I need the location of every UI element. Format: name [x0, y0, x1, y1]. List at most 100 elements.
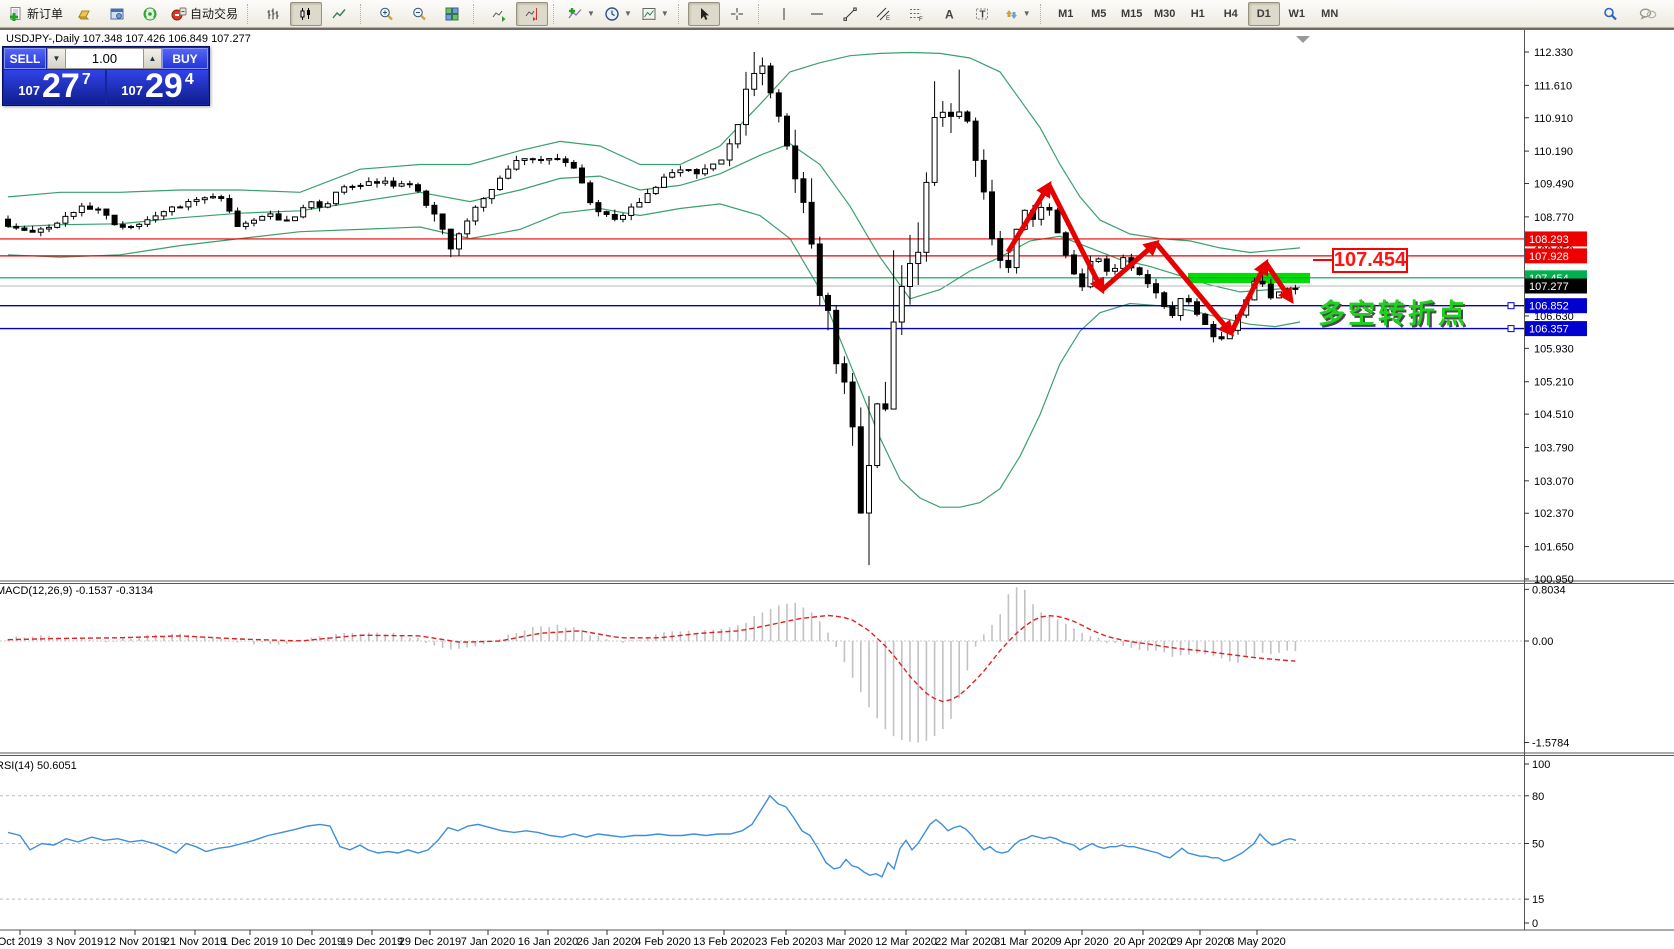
chart-window: 112.330 111.610 110.910 110.190 109.490 108.7…: [0, 28, 1674, 949]
indicators-button[interactable]: ▼: [563, 2, 599, 26]
toolbar-separator: [553, 3, 558, 24]
periods-dropdown-caret: ▼: [623, 9, 632, 18]
trend-arrow[interactable]: [1263, 261, 1294, 304]
equidistant-channel-button[interactable]: E: [867, 2, 899, 26]
text-label-icon: T: [975, 8, 988, 20]
svg-text:E: E: [886, 16, 890, 22]
timeframe-w1-button[interactable]: W1: [1281, 2, 1313, 26]
trend-arrow[interactable]: [1046, 183, 1105, 295]
chat-button[interactable]: [1632, 2, 1664, 26]
svg-text:110.190: 110.190: [1534, 146, 1573, 158]
text-a-icon: A: [945, 7, 954, 21]
svg-text:0.8034: 0.8034: [1532, 584, 1566, 596]
templates-button[interactable]: ▼: [637, 2, 673, 26]
sell-price-big: 27: [41, 67, 80, 105]
svg-text:16 Jan 2020: 16 Jan 2020: [518, 936, 579, 948]
line-handle[interactable]: [1507, 325, 1515, 333]
timeframe-m30-button[interactable]: M30: [1149, 2, 1181, 26]
timeframe-h1-button[interactable]: H1: [1182, 2, 1214, 26]
candlestick-chart-button[interactable]: [290, 1, 323, 26]
timeframe-label: H4: [1223, 7, 1238, 20]
chart-title: USDJPY-,Daily 107.348 107.426 106.849 10…: [6, 33, 251, 45]
sell-button[interactable]: SELL: [4, 48, 46, 69]
svg-text:111.610: 111.610: [1534, 80, 1572, 92]
clock-icon: [605, 6, 619, 21]
buy-price-sup: 4: [184, 71, 194, 88]
volume-control: ▼ 1.00 ▲: [47, 48, 162, 69]
new-order-button[interactable]: 新订单: [4, 2, 67, 26]
trend-arrow[interactable]: [1228, 258, 1269, 335]
trendline-icon: [843, 7, 857, 21]
profiles-button[interactable]: [68, 2, 100, 26]
autotrading-button[interactable]: 自动交易: [167, 2, 242, 26]
trendline-button[interactable]: [834, 2, 866, 26]
toolbar-separator: [247, 3, 252, 24]
text-label-button[interactable]: T: [966, 2, 998, 26]
autotrading-label: 自动交易: [190, 7, 239, 21]
volume-increase-button[interactable]: ▲: [143, 48, 162, 69]
tile-windows-button[interactable]: [436, 2, 468, 26]
timeframe-m5-button[interactable]: M5: [1083, 2, 1115, 26]
timeframe-m1-button[interactable]: M1: [1050, 2, 1082, 26]
timeframe-label: D1: [1256, 7, 1271, 20]
line-handle[interactable]: [1507, 302, 1515, 310]
vertical-line-button[interactable]: [768, 2, 800, 26]
rsi-line: [7, 794, 1297, 878]
svg-text:8 May 2020: 8 May 2020: [1228, 936, 1285, 948]
buy-price-panel[interactable]: 107 29 4: [107, 69, 208, 104]
chart-shift-button[interactable]: [516, 1, 549, 26]
signals-button[interactable]: [134, 2, 166, 26]
timeframe-m15-button[interactable]: M15: [1116, 2, 1148, 26]
fibonacci-button[interactable]: F: [900, 2, 932, 26]
svg-text:106.852: 106.852: [1529, 301, 1569, 313]
svg-text:21 Nov 2019: 21 Nov 2019: [164, 936, 226, 948]
svg-text:20 Apr 2020: 20 Apr 2020: [1113, 936, 1172, 948]
chart-shift-marker[interactable]: [1296, 36, 1310, 43]
cursor-button[interactable]: [687, 1, 720, 26]
trend-arrow[interactable]: [1005, 180, 1052, 254]
chat-icon: [1639, 8, 1657, 20]
zoom-in-button[interactable]: [370, 2, 402, 26]
search-button[interactable]: [1594, 2, 1626, 26]
line-chart-button[interactable]: [323, 2, 355, 26]
bar-chart-button[interactable]: [257, 2, 289, 26]
toolbar-right-group: [1594, 2, 1670, 26]
bollinger-lower-band: [7, 203, 1301, 508]
one-click-trading-widget: SELL ▼ 1.00 ▲ BUY 107 27 7 107 29 4: [2, 46, 210, 106]
main-toolbar: 新订单 自动交易 ▼ ▼: [0, 0, 1674, 28]
svg-text:29 Apr 2020: 29 Apr 2020: [1170, 936, 1229, 948]
sell-price-sup: 7: [81, 71, 91, 88]
trend-arrow[interactable]: [1154, 241, 1235, 337]
svg-text:108.770: 108.770: [1534, 212, 1574, 224]
svg-text:100.950: 100.950: [1534, 574, 1574, 586]
horizontal-line-icon: [810, 13, 823, 14]
volume-input[interactable]: 1.00: [66, 48, 143, 69]
zoom-out-button[interactable]: [403, 2, 435, 26]
toolbar-separator: [677, 3, 683, 24]
macd-indicator-label: MACD(12,26,9) -0.1537 -0.3134: [0, 585, 154, 597]
indicators-dropdown-caret: ▼: [587, 9, 595, 18]
price-chart-canvas[interactable]: 112.330 111.610 110.910 110.190 109.490 108.7…: [0, 30, 1674, 949]
text-button[interactable]: A: [933, 2, 965, 26]
sell-price-panel[interactable]: 107 27 7: [4, 67, 105, 105]
timeframe-d1-button[interactable]: D1: [1247, 1, 1280, 26]
arrows-button[interactable]: ▼: [999, 2, 1035, 26]
market-watch-button[interactable]: [101, 2, 133, 26]
periods-button[interactable]: ▼: [600, 2, 636, 26]
crosshair-button[interactable]: [721, 2, 753, 26]
vertical-line-icon: [783, 7, 785, 20]
candlestick-chart-icon: [300, 7, 311, 20]
price-callout-label[interactable]: 107.454: [1332, 248, 1408, 273]
horizontal-line-button[interactable]: [801, 2, 833, 26]
auto-scroll-button[interactable]: [483, 2, 515, 26]
svg-text:107.928: 107.928: [1529, 251, 1569, 263]
timeframe-label: M1: [1058, 7, 1074, 20]
buy-button[interactable]: BUY: [162, 48, 208, 69]
timeframe-h4-button[interactable]: H4: [1215, 2, 1247, 26]
timeframe-mn-button[interactable]: MN: [1314, 2, 1346, 26]
trend-arrow[interactable]: [1100, 239, 1160, 292]
svg-text:0.00: 0.00: [1532, 636, 1553, 648]
svg-text:Oct 2019: Oct 2019: [0, 936, 42, 948]
volume-decrease-button[interactable]: ▼: [47, 48, 66, 69]
timeframe-label: W1: [1288, 7, 1305, 20]
